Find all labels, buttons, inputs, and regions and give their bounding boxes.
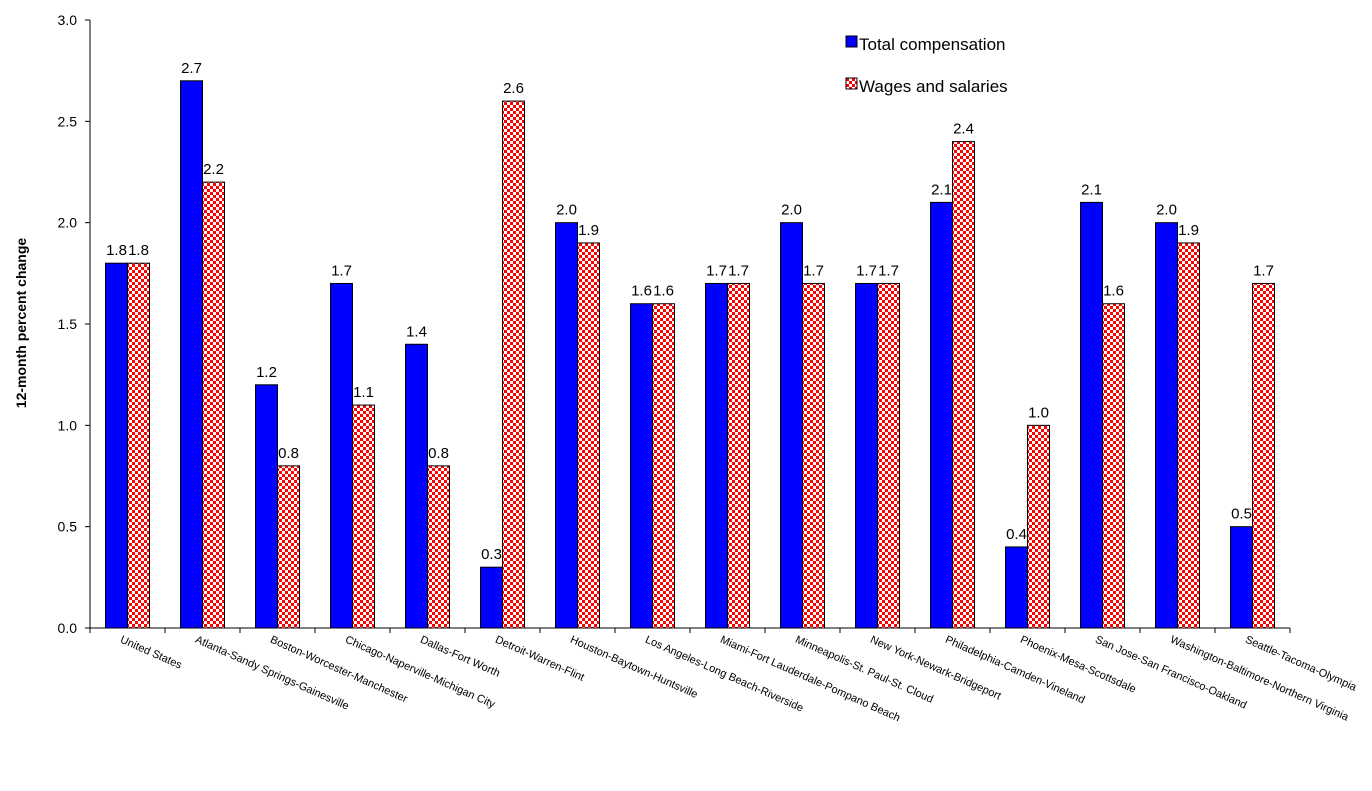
data-label: 0.4 — [1006, 526, 1027, 543]
bar-total-compensation — [855, 282, 878, 629]
bar-wages-and-salaries — [577, 242, 600, 629]
y-tick-label: 1.0 — [58, 417, 78, 433]
data-label: 1.6 — [631, 283, 652, 300]
bar-total-compensation — [630, 303, 653, 629]
bar-wages-and-salaries — [877, 282, 900, 629]
data-label: 1.7 — [728, 262, 749, 279]
bar-wages-and-salaries — [127, 262, 150, 629]
data-label: 1.6 — [1103, 283, 1124, 300]
bar-total-compensation — [480, 566, 503, 629]
y-tick-label: 2.0 — [58, 215, 78, 231]
bar-total-compensation — [330, 282, 353, 629]
bar-total-compensation — [405, 343, 428, 629]
x-category-label: Philadelphia-Camden-Vineland — [943, 634, 1086, 707]
legend: Total compensation Wages and salaries — [845, 35, 1008, 96]
x-category-label: Minneapolis-St. Paul-St. Cloud — [793, 634, 935, 706]
x-category-label: United States — [118, 634, 184, 672]
data-label: 2.7 — [181, 60, 202, 77]
bar-total-compensation — [705, 282, 728, 629]
bar-total-compensation — [930, 201, 953, 629]
bar-total-compensation — [1005, 546, 1028, 629]
data-label: 0.8 — [278, 445, 299, 462]
bar-wages-and-salaries — [952, 141, 975, 629]
data-label: 0.5 — [1231, 506, 1252, 523]
data-label: 1.8 — [106, 242, 127, 259]
y-axis-title: 12-month percent change — [13, 238, 29, 409]
bar-wages-and-salaries — [802, 282, 825, 629]
y-axis: 0.0 0.5 1.0 1.5 2.0 2.5 3.0 — [58, 12, 91, 636]
data-label: 1.7 — [878, 262, 899, 279]
bar-total-compensation — [1155, 222, 1178, 629]
x-category-label: Boston-Worcester-Manchester — [268, 634, 409, 706]
x-category-label: New York-Newark-Bridgeport — [868, 634, 1002, 703]
data-labels: 1.8 2.7 1.2 1.7 1.4 0.3 2.0 1.6 1.7 2.0 1.7 2.1 0.4 2… — [106, 60, 1274, 563]
data-label: 0.8 — [428, 445, 449, 462]
data-label: 2.0 — [1156, 202, 1177, 219]
bar-wages-and-salaries — [1252, 282, 1275, 629]
bar-wages-and-salaries — [1027, 424, 1050, 629]
bar-wages-and-salaries — [427, 465, 450, 629]
data-label: 1.8 — [128, 242, 149, 259]
x-axis: United States Atlanta-Sandy Springs-Gaine… — [89, 627, 1359, 724]
data-label: 2.4 — [953, 121, 974, 138]
bar-total-compensation — [105, 262, 128, 629]
y-tick-label: 2.5 — [58, 113, 78, 129]
y-tick-label: 3.0 — [58, 12, 78, 28]
bar-total-compensation — [780, 222, 803, 629]
data-label: 1.7 — [856, 262, 877, 279]
bar-wages-and-salaries — [277, 465, 300, 629]
data-label: 1.7 — [706, 262, 727, 279]
bar-wages-and-salaries — [202, 181, 225, 629]
bar-wages-and-salaries — [1102, 303, 1125, 629]
y-tick-label: 0.0 — [58, 620, 78, 636]
bar-total-compensation — [555, 222, 578, 629]
bar-wages-and-salaries — [727, 282, 750, 629]
x-category-label: Houston-Baytown-Huntsville — [568, 634, 699, 701]
data-label: 2.2 — [203, 161, 224, 178]
data-label: 1.6 — [653, 283, 674, 300]
data-label: 1.7 — [331, 262, 352, 279]
data-label: 1.0 — [1028, 404, 1049, 421]
bar-total-compensation — [1080, 201, 1103, 629]
bar-wages-and-salaries — [352, 404, 375, 629]
data-label: 1.7 — [803, 262, 824, 279]
data-label: 2.0 — [781, 202, 802, 219]
legend-label-total-compensation: Total compensation — [859, 35, 1005, 54]
bar-total-compensation — [180, 80, 203, 629]
data-label: 2.6 — [503, 80, 524, 97]
bar-wages-and-salaries — [502, 100, 525, 629]
data-label: 2.1 — [1081, 181, 1102, 198]
data-label: 2.1 — [931, 181, 952, 198]
data-label: 1.9 — [578, 222, 599, 239]
bar-wages-and-salaries — [652, 303, 675, 629]
y-tick-label: 1.5 — [58, 316, 78, 332]
bars — [105, 80, 1275, 629]
bar-total-compensation — [1230, 526, 1253, 629]
legend-label-wages-and-salaries: Wages and salaries — [859, 77, 1008, 96]
y-tick-label: 0.5 — [58, 519, 78, 535]
data-label: 2.0 — [556, 202, 577, 219]
data-label: 1.9 — [1178, 222, 1199, 239]
data-label: 1.2 — [256, 364, 277, 381]
data-label: 1.7 — [1253, 262, 1274, 279]
data-label: 0.3 — [481, 546, 502, 563]
bar-total-compensation — [255, 384, 278, 629]
bar-wages-and-salaries — [1177, 242, 1200, 629]
data-label: 1.4 — [406, 323, 427, 340]
legend-swatch-total-compensation — [845, 35, 858, 48]
data-label: 1.1 — [353, 384, 374, 401]
legend-swatch-wages-and-salaries — [845, 77, 858, 90]
